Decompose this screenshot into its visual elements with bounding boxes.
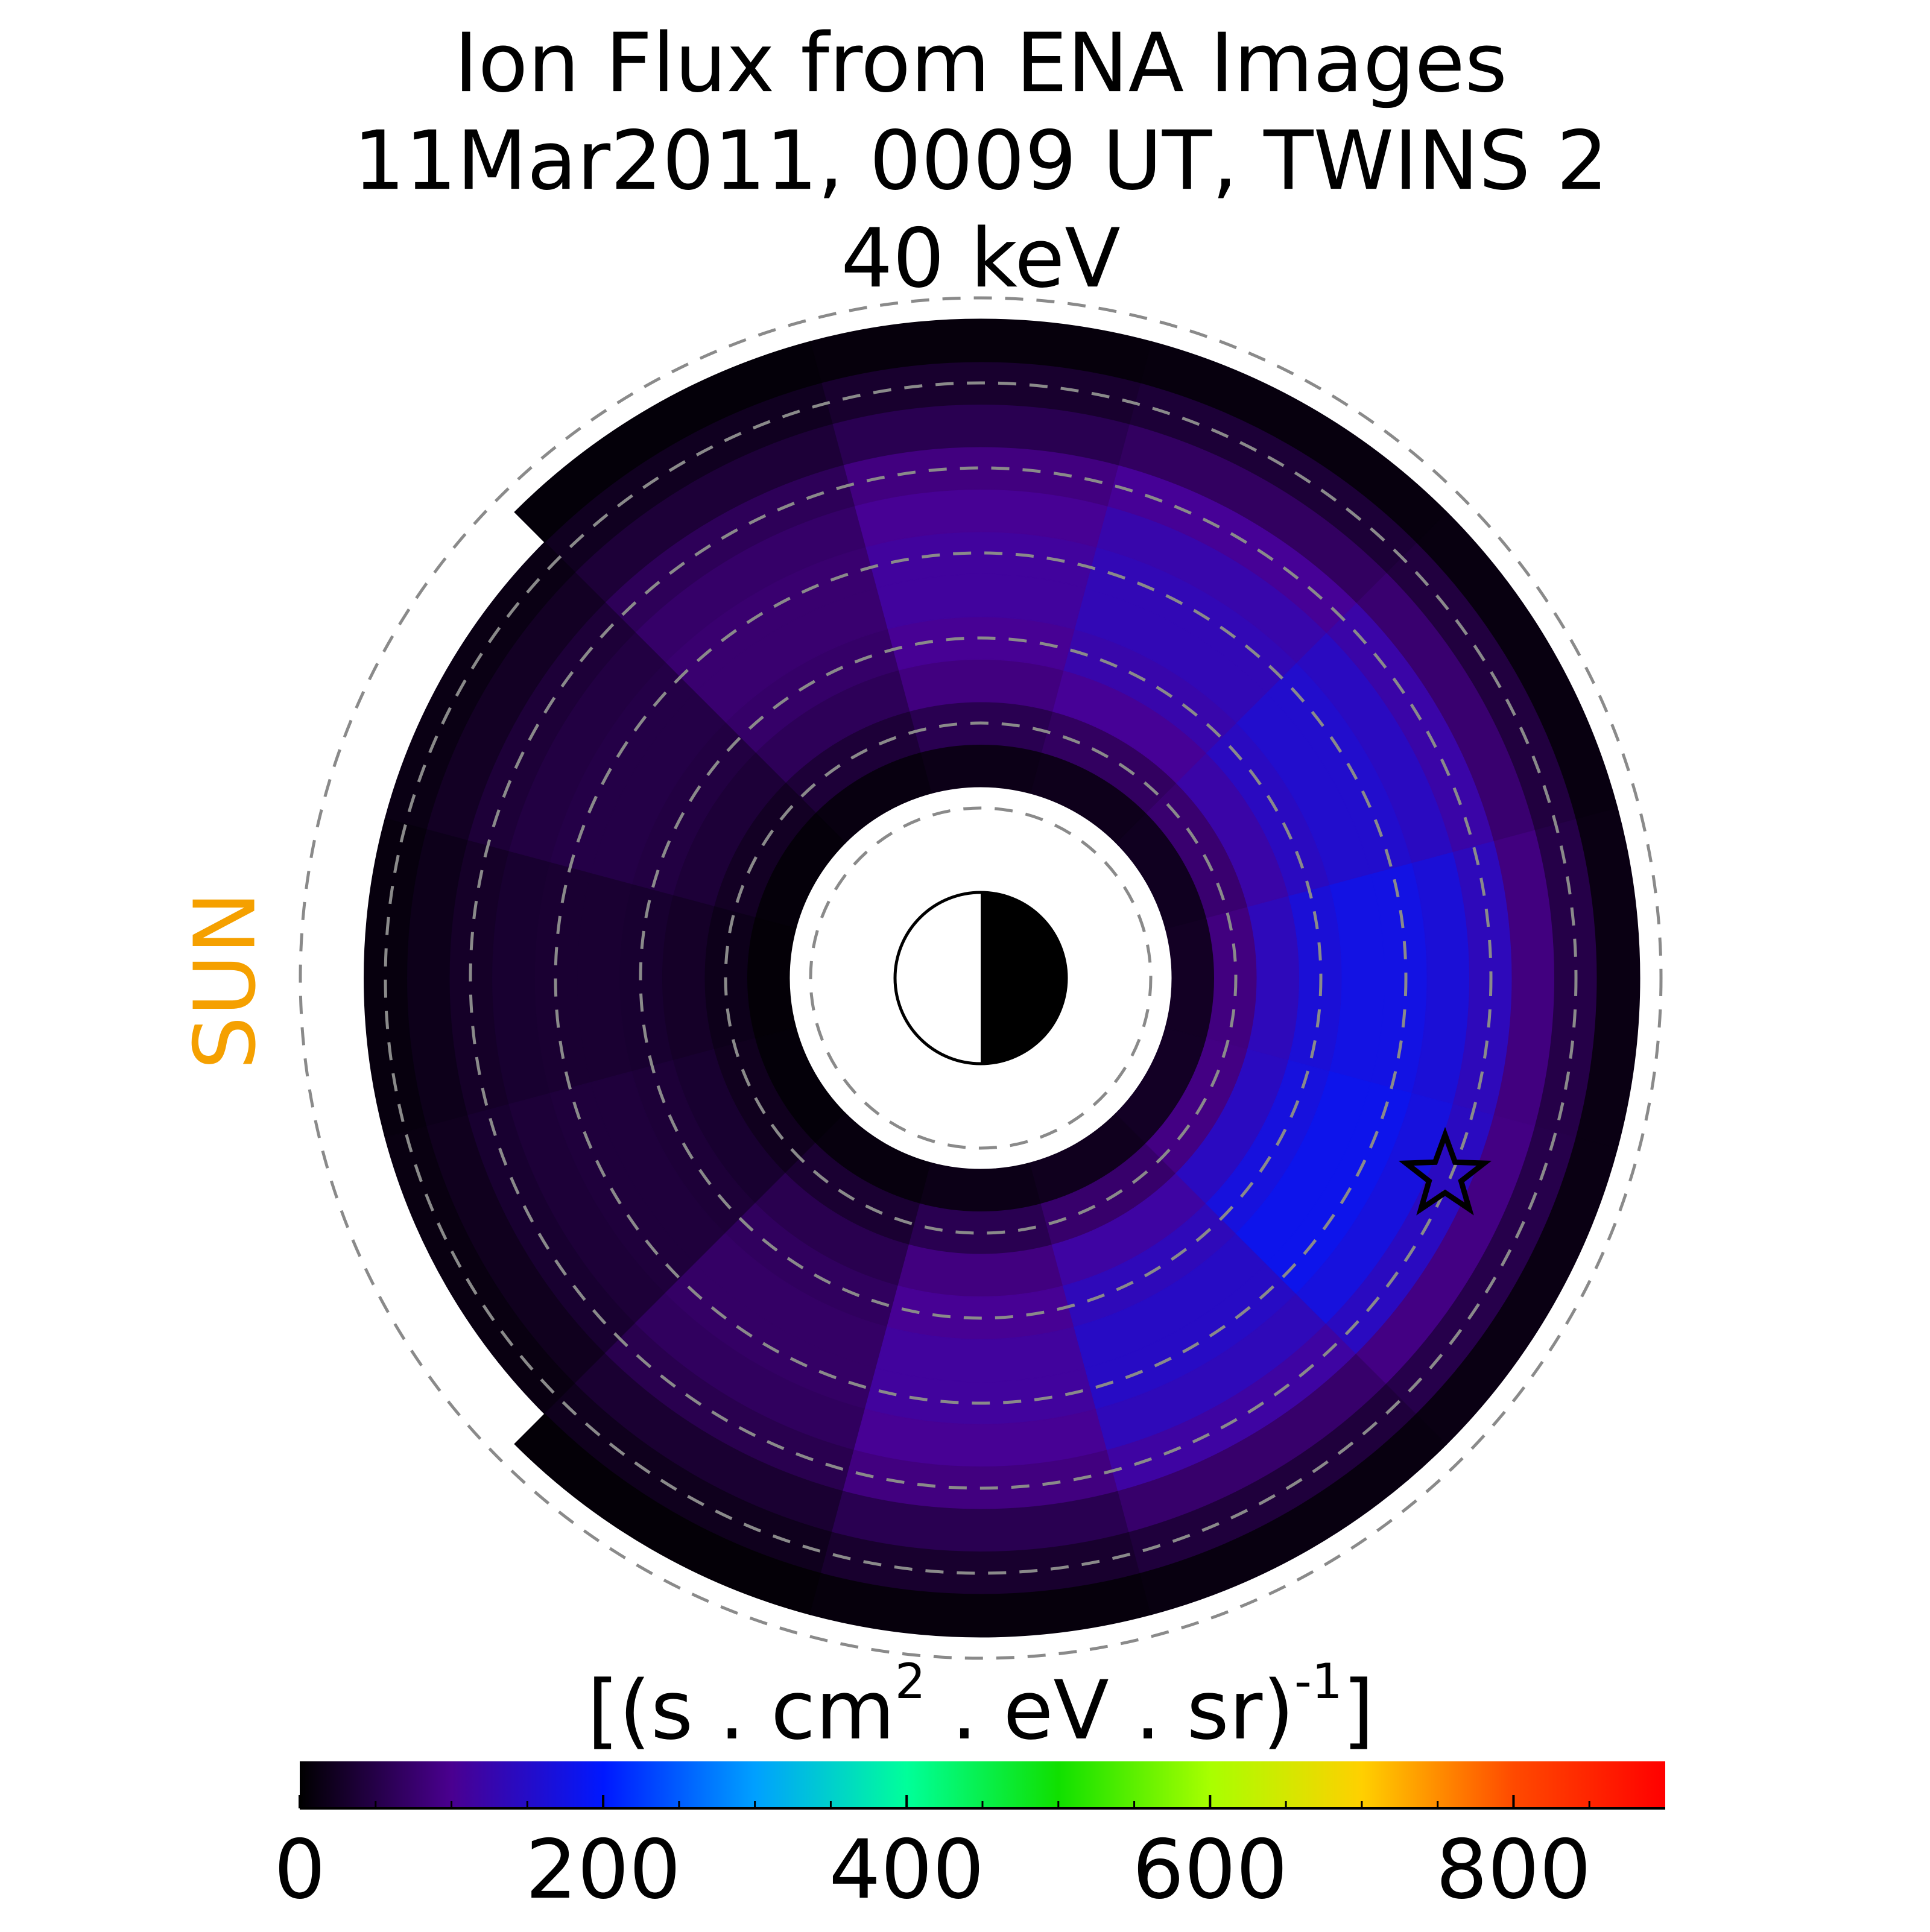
l-shell-ring (809, 806, 1153, 1150)
energy-label: 40 keV (841, 211, 1120, 306)
l-shell-ring (384, 381, 1578, 1575)
x-tick-label: 0 (274, 1822, 326, 1917)
flux-cell (1416, 1137, 1618, 1445)
colorbar (300, 1761, 1665, 1808)
x-tick-label: 800 (1436, 1822, 1592, 1917)
flux-cell (514, 341, 822, 543)
colorbar-label: [(s . cm2 . eV . sr)-1] (587, 1653, 1375, 1758)
earth (893, 891, 1068, 1065)
unit-superscript: -1 (1294, 1653, 1343, 1709)
l-shell-ring (554, 551, 1408, 1405)
colorbar-axis: 0 200 400 600 800 (274, 1795, 1665, 1917)
flux-cell (1165, 917, 1215, 1040)
l-shell-ring (724, 721, 1238, 1235)
chart-subtitle: 11Mar2011, 0009 UT, TWINS 2 (353, 113, 1609, 208)
star-marker (1398, 1126, 1492, 1216)
x-tick-label: 400 (829, 1822, 984, 1917)
earth-outline (893, 891, 1068, 1065)
l-shell-ring (469, 466, 1493, 1490)
flux-cell (746, 917, 797, 1040)
sun-label: SUN (177, 891, 275, 1070)
earth-night (981, 892, 1066, 1064)
l-shell-ring (639, 636, 1323, 1320)
unit-text: ] (1343, 1663, 1375, 1758)
chart-title: Ion Flux from ENA Images (454, 16, 1507, 110)
x-tick-label: 200 (525, 1822, 681, 1917)
unit-text: . eV . sr) (926, 1663, 1294, 1758)
l-shell-rings (299, 296, 1663, 1660)
unit-superscript: 2 (895, 1653, 926, 1709)
x-tick-label: 600 (1132, 1822, 1288, 1917)
flux-cell (919, 1162, 1042, 1213)
flux-cell (919, 743, 1042, 794)
l-shell-ring (299, 296, 1663, 1660)
unit-text: [(s . cm (587, 1663, 895, 1758)
